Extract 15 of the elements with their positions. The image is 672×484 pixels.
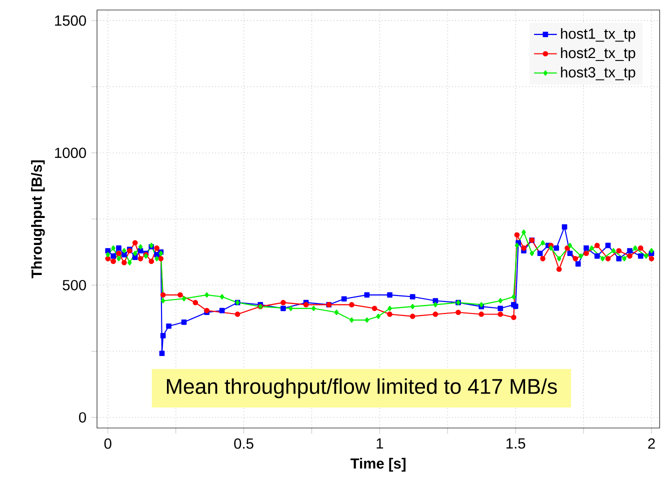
x-tick-label: 1	[376, 438, 384, 448]
x-axis-title: Time [s]	[350, 458, 406, 472]
y-axis-title: Throughput [B/s]	[31, 160, 45, 278]
y-tick-label: 1000	[55, 148, 86, 158]
y-tick-label: 1500	[55, 15, 86, 26]
legend-label: host1_tx_tp	[561, 28, 636, 42]
annotation: Mean throughput/flow limited to 417 MB/s	[166, 378, 557, 398]
legend-label: host3_tx_tp	[561, 66, 636, 80]
y-tick-label: 0	[79, 412, 86, 423]
legend-label: host2_tx_tp	[561, 47, 636, 62]
x-tick-label: 2	[648, 438, 655, 449]
y-tick-label: 500	[62, 280, 86, 290]
x-tick-label: 0.5	[234, 438, 254, 449]
x-tick-label: 0	[104, 438, 112, 449]
x-tick-label: 1.5	[506, 438, 526, 449]
